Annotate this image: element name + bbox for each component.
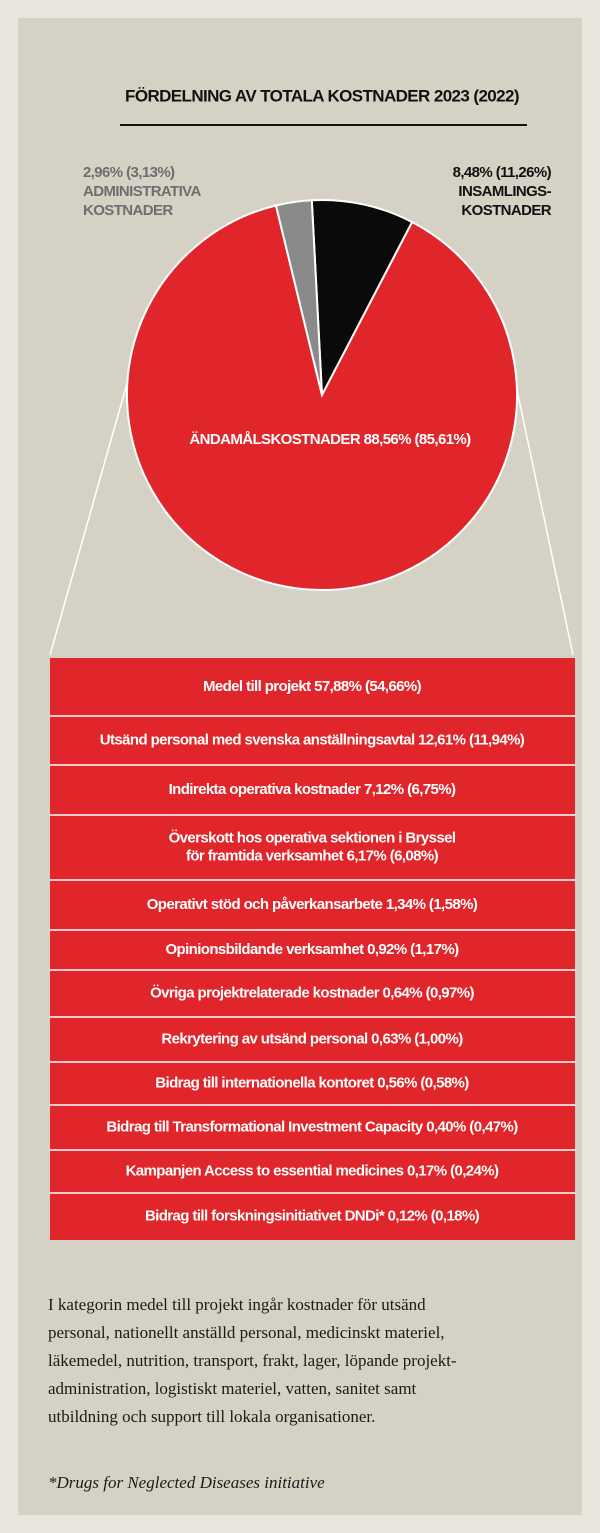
slice-value: ÄNDAMÅLSKOSTNADER [189,431,360,448]
row-text: Medel till projekt 57,88% (54,66%) [203,678,422,695]
row-text: för framtida verksamhet 6,17% (6,08%) [186,847,439,864]
row-text: Opinionsbildande verksamhet 0,92% (1,17%… [165,941,459,958]
row-text: Kampanjen Access to essential medicines … [126,1162,499,1179]
connector-right [516,389,574,656]
pie-slice [274,199,323,396]
note-line: I kategorin medel till projekt ingår kos… [48,1295,426,1314]
pie [126,199,518,591]
note-line: utbildning och support till lokala organ… [48,1407,375,1426]
slice-category: KOSTNADER [461,202,551,219]
row-text: Indirekta operativa kostnader 7,12% (6,7… [169,781,456,798]
row-text: Operativt stöd och påverkansarbete 1,34%… [147,896,478,913]
breakdown-rows: Medel till projekt 57,88% (54,66%) Utsänd… [50,678,575,1224]
row-text: Överskott hos operativa sektionen i Brys… [169,829,456,846]
row-text: Övriga projektrelaterade kostnader 0,64%… [150,984,474,1001]
pie-slice [310,199,414,399]
slice-value: 88,56% [364,431,412,448]
slice-label: 8,48% (11,26%) [453,164,552,181]
slice-value: (85,61%) [415,431,472,448]
footnote: *Drugs for Neglected Diseases initiative [48,1473,325,1492]
slice-category: KOSTNADER [83,202,173,219]
chart-title: FÖRDELNING AV TOTALA KOSTNADER 2023 (202… [125,86,519,105]
note-line: läkemedel, nutrition, transport, frakt, … [48,1351,457,1370]
row-text: Rekrytering av utsänd personal 0,63% (1,… [161,1030,463,1047]
slice-label: ÄNDAMÅLSKOSTNADER 88,56% (85,61%) [189,431,471,448]
slice-category: ADMINISTRATIVA [83,183,201,200]
note-line: administration, logistiskt materiel, vat… [48,1379,417,1398]
breakdown-box [50,658,575,1240]
slice-category: INSAMLINGS- [458,183,551,200]
slice-value: 8,48% [453,164,493,181]
slice-label: 2,96% (3,13%) [83,164,175,181]
row-text: Utsänd personal med svenska anställnings… [100,731,525,748]
row-text: Bidrag till Transformational Investment … [106,1118,518,1135]
connector-left [49,379,129,656]
row-text: Bidrag till internationella kontoret 0,5… [155,1074,469,1091]
slice-value: (3,13%) [126,164,175,181]
slice-value: 2,96% [83,164,123,181]
row-text: Bidrag till forskningsinitiativet DNDi* … [145,1207,480,1224]
slice-value: (11,26%) [496,164,552,181]
pie-labels: 8,48% (11,26%) INSAMLINGS- KOSTNADER ÄNDAMÅ… [83,164,552,448]
pie-slice [126,204,518,591]
note-line: personal, nationellt anställd personal, … [48,1323,445,1342]
note: I kategorin medel till projekt ingår kos… [48,1295,457,1492]
